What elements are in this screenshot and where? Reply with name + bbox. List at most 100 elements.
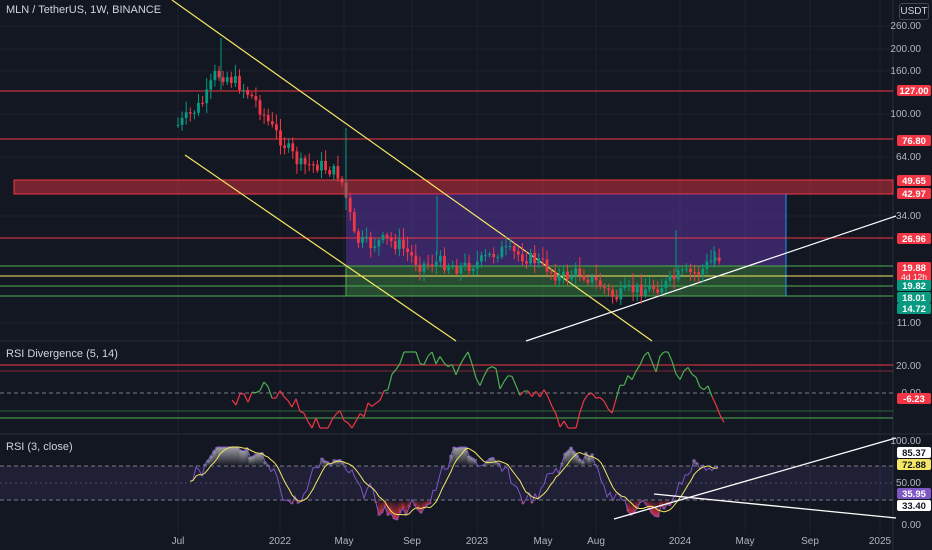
rsi-oversold-fill bbox=[665, 500, 669, 505]
rsi-overbought-fill bbox=[449, 455, 453, 466]
rsi-divergence-segment bbox=[287, 400, 293, 408]
rsi-oversold-fill bbox=[404, 500, 408, 516]
downtrend-upper-line[interactable] bbox=[171, 0, 653, 342]
rsi-overbought-fill bbox=[467, 455, 471, 466]
rsi-oversold-fill bbox=[407, 500, 411, 508]
candle-body bbox=[316, 164, 319, 171]
candle-body bbox=[504, 246, 508, 248]
rsi-divergence-segment bbox=[643, 351, 649, 357]
candle-body bbox=[508, 245, 512, 247]
rsi-divergence-segment bbox=[719, 414, 725, 423]
downtrend-lower-line[interactable] bbox=[184, 154, 457, 342]
rsi-axis-label: 100.00 bbox=[890, 436, 921, 447]
candle-body bbox=[414, 255, 418, 265]
candle-body bbox=[242, 90, 245, 92]
candle-body bbox=[668, 275, 672, 281]
rsi-title[interactable]: RSI (3, close) bbox=[6, 441, 73, 453]
candle-body bbox=[213, 70, 217, 81]
candle-body bbox=[685, 268, 688, 270]
candle-body bbox=[574, 268, 578, 277]
rsi-trend-lower[interactable] bbox=[653, 493, 897, 519]
rsi-divergence-segment bbox=[419, 362, 425, 366]
candle-body bbox=[320, 160, 323, 171]
time-axis-label: Aug bbox=[587, 536, 605, 547]
candle-body bbox=[357, 231, 360, 243]
rsi-overbought-fill bbox=[239, 450, 243, 466]
rsi-overbought-fill bbox=[461, 447, 465, 466]
candle-body bbox=[279, 130, 282, 146]
rsi-divergence-segment bbox=[675, 373, 681, 380]
candle-body bbox=[434, 261, 438, 267]
price-axis[interactable]: 260.00 200.00 160.00 100.00 64.00 34.00 11.00 bbox=[890, 21, 921, 329]
candle-body bbox=[656, 289, 660, 293]
rsi-divergence-segment bbox=[431, 351, 437, 365]
candle-body bbox=[521, 254, 524, 262]
time-axis-label: 2025 bbox=[869, 536, 892, 547]
rsi-oversold-fill bbox=[389, 500, 393, 514]
rsi-oversold-fill bbox=[413, 500, 417, 506]
candle-body bbox=[246, 90, 250, 95]
candle-body bbox=[639, 284, 643, 296]
rsi-badge bbox=[897, 488, 931, 499]
candle-body bbox=[582, 275, 586, 280]
candle-body bbox=[197, 102, 200, 113]
rsi-overbought-fill bbox=[218, 447, 222, 466]
candle-body bbox=[307, 164, 311, 166]
price-badge bbox=[897, 262, 931, 282]
rsi-overbought-fill bbox=[488, 458, 492, 466]
candle-body bbox=[529, 252, 532, 264]
rsi-oversold-fill bbox=[656, 500, 660, 517]
rsi-divergence-segment bbox=[611, 399, 617, 414]
candle-body bbox=[693, 272, 696, 274]
rsi-trend-upper[interactable] bbox=[613, 437, 897, 520]
candlesticks bbox=[176, 38, 721, 306]
candle-body bbox=[590, 276, 594, 283]
price-badge-countdown: 4d 12h bbox=[901, 272, 927, 282]
rsi-divergence-segment bbox=[607, 408, 613, 414]
rsi-divergence-segment bbox=[711, 396, 717, 406]
rsi-oversold-fill bbox=[644, 500, 648, 505]
rsi-divergence-segment bbox=[575, 411, 581, 429]
range-box-purple bbox=[346, 194, 786, 266]
rsi-divergence-segment bbox=[491, 366, 497, 370]
price-badge-label: 127.00 bbox=[899, 86, 928, 97]
time-axis[interactable]: Jul 2022 May Sep 2023 May Aug 2024 May Sep 2025 bbox=[172, 536, 892, 547]
uptrend-line[interactable] bbox=[525, 215, 897, 342]
indicator-axes: 20.000.00-6.23100.0050.000.0085.3772.883… bbox=[890, 361, 931, 531]
time-axis-label: 2024 bbox=[669, 536, 692, 547]
candle-body bbox=[188, 112, 192, 114]
candle-body bbox=[553, 272, 557, 281]
candle-body bbox=[406, 248, 409, 253]
price-badge bbox=[897, 175, 931, 186]
rsi-divergence-segment bbox=[551, 406, 557, 415]
rsi-overbought-fill bbox=[491, 457, 495, 466]
rsi-divergence-segment bbox=[511, 376, 517, 386]
rsi-divergence-title[interactable]: RSI Divergence (5, 14) bbox=[6, 348, 118, 360]
rsi-overbought-fill bbox=[338, 459, 342, 466]
currency-button[interactable]: USDT bbox=[899, 3, 929, 20]
candle-body bbox=[311, 164, 315, 166]
rsi-overbought-fill bbox=[482, 464, 486, 466]
rsi-divergence-segment bbox=[455, 364, 461, 375]
candle-body bbox=[348, 197, 352, 213]
price-badge bbox=[897, 233, 931, 244]
rsi-divergence-segment bbox=[483, 368, 489, 377]
rsi-divergence-segment bbox=[463, 351, 469, 359]
rsi-oversold-fill bbox=[659, 500, 663, 506]
candle-body bbox=[676, 270, 680, 280]
candle-body bbox=[680, 269, 684, 271]
symbol-title[interactable]: MLN / TetherUS, 1W, BINANCE bbox=[6, 4, 162, 16]
rsi-oversold-fill bbox=[521, 500, 525, 505]
candle-body bbox=[492, 253, 496, 258]
candle-body bbox=[705, 261, 709, 269]
rsi-divergence-segment bbox=[471, 363, 477, 379]
rsi-oversold-fill bbox=[290, 500, 294, 504]
rsi-divergence-segment bbox=[391, 369, 397, 375]
rsi-divergence-segment bbox=[615, 385, 621, 400]
candle-body bbox=[660, 288, 664, 293]
candle-body bbox=[291, 143, 295, 152]
rsi-divergence-segment bbox=[343, 420, 349, 424]
rsi-oversold-fill bbox=[398, 500, 402, 514]
rsi-overbought-fill bbox=[569, 447, 573, 466]
